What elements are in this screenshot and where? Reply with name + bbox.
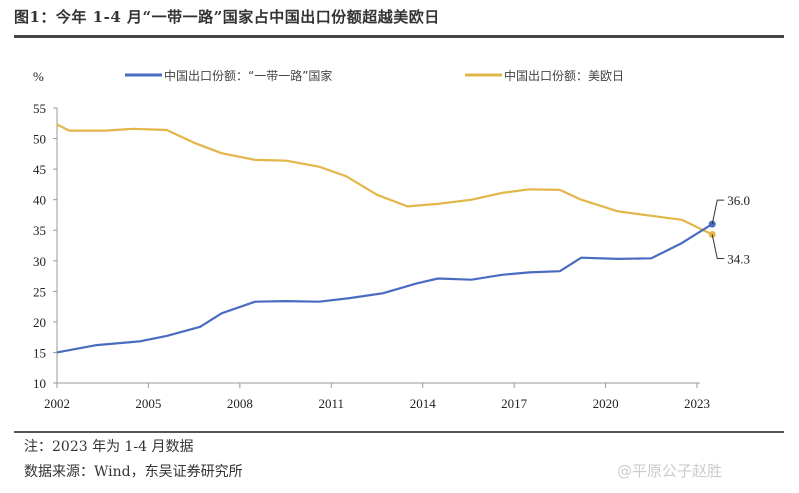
y-tick-label: 20 [33,315,46,330]
x-tick-label: 2002 [44,396,70,411]
x-tick-label: 2020 [593,396,619,411]
leader-line [711,234,725,259]
end-label-us-eu-jp: 34.3 [727,252,750,267]
watermark: @平原公子赵胜 [617,462,723,480]
x-tick-label: 2008 [227,396,253,411]
leader-line [711,199,725,225]
bottom-rule [14,431,784,433]
y-unit-label: % [33,69,44,84]
y-tick-label: 15 [33,345,46,360]
y-tick-label: 25 [33,284,46,299]
data-source: 数据来源：Wind，东吴证券研究所 [24,464,243,480]
y-tick-label: 55 [33,101,46,116]
top-rule [14,35,784,38]
end-label-belt-road: 36.0 [727,193,750,208]
line-chart: % 中国出口份额：“一带一路”国家 中国出口份额：美欧日 10 15 20 25 30 3… [33,68,750,411]
series-line-belt-road [56,223,713,354]
series-line-us-eu-jp [56,123,713,236]
x-tick-label: 2017 [501,396,528,411]
y-tick-label: 10 [33,376,46,391]
x-tick-label: 2011 [319,396,345,411]
legend: 中国出口份额：“一带一路”国家 中国出口份额：美欧日 [125,68,624,83]
x-tick-label: 2005 [135,396,161,411]
y-tick-label: 35 [33,223,46,238]
legend-label-us-eu-jp: 中国出口份额：美欧日 [504,68,624,83]
footnote: 注：2023 年为 1-4 月数据 [24,439,194,455]
figure-title: 图1：今年 1-4 月“一带一路”国家占中国出口份额超越美欧日 [14,8,440,26]
legend-label-belt-road: 中国出口份额：“一带一路”国家 [164,68,332,83]
y-tick-label: 45 [33,162,46,177]
y-tick-label: 40 [33,193,46,208]
y-tick-label: 30 [33,254,46,269]
x-tick-label: 2014 [410,396,437,411]
y-tick-label: 50 [33,132,46,147]
end-marker [708,220,716,228]
x-tick-label: 2023 [684,396,710,411]
